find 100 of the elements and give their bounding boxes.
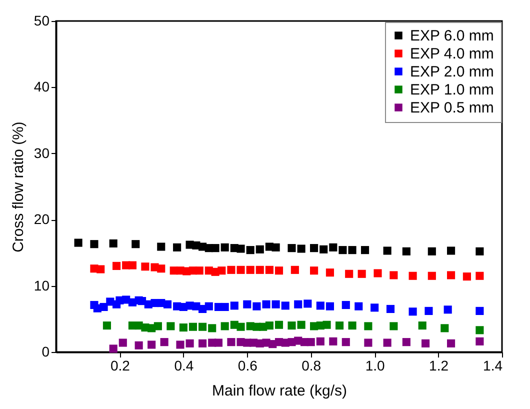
point: [109, 344, 118, 353]
point: [186, 339, 194, 348]
point: [179, 323, 188, 332]
point: [134, 341, 143, 350]
point: [157, 264, 166, 273]
point: [198, 339, 207, 348]
point: [288, 244, 296, 252]
point: [154, 322, 162, 330]
x-axis-title: Main flow rate (kg/s): [212, 382, 348, 400]
point: [220, 243, 229, 252]
point: [252, 302, 261, 310]
point: [447, 271, 456, 280]
point: [204, 302, 213, 310]
point: [360, 246, 370, 254]
point: [386, 304, 395, 313]
point: [128, 261, 136, 270]
point: [211, 244, 220, 252]
point: [173, 243, 182, 252]
point: [383, 338, 392, 347]
point: [447, 339, 456, 348]
point: [281, 302, 290, 310]
point: [476, 272, 484, 280]
point: [246, 266, 254, 274]
x-tick-label: 1.0: [365, 358, 386, 374]
point: [132, 240, 140, 248]
point: [294, 300, 302, 308]
point: [227, 338, 236, 346]
x-tick-label: 0.6: [238, 358, 258, 374]
point: [176, 340, 184, 349]
y-tick-label: 20: [34, 211, 50, 228]
point: [218, 266, 226, 275]
point: [262, 300, 270, 308]
point: [220, 322, 229, 330]
point: [476, 306, 484, 315]
point: [243, 300, 252, 308]
point: [370, 304, 379, 312]
point: [109, 239, 118, 248]
point: [342, 300, 350, 310]
y-tick-label: 50: [34, 12, 50, 28]
legend-label: EXP 0.5 mm: [410, 100, 494, 116]
point: [364, 338, 372, 347]
point: [96, 265, 105, 274]
point: [306, 338, 315, 346]
point: [214, 338, 222, 347]
point: [424, 306, 433, 315]
y-axis-title: Cross flow ratio (%): [10, 122, 27, 252]
legend-label: EXP 4.0 mm: [410, 46, 494, 62]
point: [274, 320, 284, 329]
point: [297, 320, 306, 329]
point: [310, 244, 318, 252]
point: [118, 338, 127, 347]
point: [236, 244, 245, 253]
point: [316, 337, 324, 346]
point: [141, 262, 150, 271]
point: [428, 272, 436, 280]
point: [198, 322, 207, 331]
point: [160, 338, 168, 346]
point: [342, 338, 350, 346]
y-tick-label: 30: [34, 144, 50, 161]
point: [364, 322, 372, 330]
point: [354, 302, 363, 310]
point: [220, 302, 229, 312]
point: [310, 266, 318, 275]
point: [272, 300, 280, 308]
point: [236, 266, 245, 274]
point: [112, 262, 121, 270]
point: [188, 322, 198, 331]
point: [74, 238, 82, 247]
point: [297, 244, 306, 253]
point: [304, 300, 312, 308]
point: [208, 324, 216, 332]
point: [265, 266, 274, 274]
x-tick-label: 0.4: [174, 358, 194, 374]
legend-label: EXP 2.0 mm: [410, 64, 494, 80]
point: [338, 246, 347, 254]
point: [440, 324, 449, 332]
point: [476, 247, 484, 256]
point: [462, 272, 471, 281]
point: [230, 302, 238, 310]
point: [288, 321, 296, 330]
point: [447, 246, 456, 255]
point: [348, 321, 356, 330]
point: [227, 266, 236, 274]
point: [402, 247, 410, 256]
point: [390, 322, 398, 330]
y-tick-label: 10: [34, 277, 50, 294]
point: [422, 339, 430, 348]
point: [476, 337, 484, 346]
point: [274, 266, 284, 275]
point: [326, 302, 334, 310]
point: [163, 300, 172, 308]
point: [100, 302, 108, 312]
point: [390, 271, 398, 280]
point: [374, 269, 382, 278]
point: [402, 338, 410, 346]
point: [345, 270, 354, 278]
point: [236, 322, 245, 331]
point: [329, 243, 338, 252]
point: [265, 321, 274, 330]
y-tick-label: 40: [34, 78, 50, 95]
